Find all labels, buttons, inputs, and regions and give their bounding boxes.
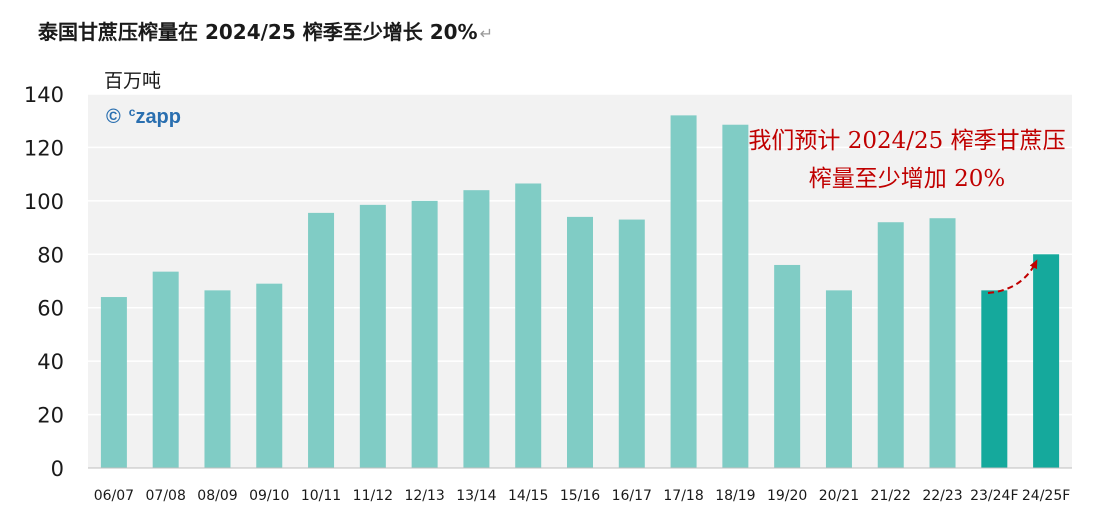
x-tick-label: 12/13 xyxy=(404,488,444,504)
x-tick-label: 19/20 xyxy=(767,488,807,504)
bar-12-13 xyxy=(411,200,438,468)
bar-21-22 xyxy=(877,222,904,468)
growth-arrow xyxy=(987,259,1038,294)
bar-22-23 xyxy=(929,218,956,468)
bar-20-21 xyxy=(825,290,852,468)
x-tick-label: 21/22 xyxy=(871,488,911,504)
x-tick-label: 18/19 xyxy=(715,488,755,504)
return-mark: ↵ xyxy=(479,24,493,43)
bar-11-12 xyxy=(359,204,386,468)
bar-10-11 xyxy=(308,212,335,468)
bar-07-08 xyxy=(152,271,179,468)
x-tick-label: 09/10 xyxy=(249,488,289,504)
y-tick-label: 140 xyxy=(24,83,64,107)
y-axis-unit: 百万吨 xyxy=(104,70,162,92)
bar-19-20 xyxy=(774,264,801,468)
x-tick-label: 20/21 xyxy=(819,488,859,504)
bar-18-19 xyxy=(722,124,749,468)
bar-16-17 xyxy=(618,219,645,468)
chart-title: 泰国甘蔗压榨量在 2024/25 榨季至少增长 20% ↵ xyxy=(38,16,493,45)
x-tick-label: 08/09 xyxy=(197,488,237,504)
logo-superscript: c xyxy=(128,105,136,119)
y-tick-label: 40 xyxy=(37,350,64,374)
czapp-logo: © czapp xyxy=(106,105,181,129)
y-tick-label: 0 xyxy=(51,457,64,481)
bar-14-15 xyxy=(515,183,542,468)
y-tick-label: 120 xyxy=(24,136,64,160)
x-tick-label: 10/11 xyxy=(301,488,341,504)
bar-08-09 xyxy=(204,290,231,468)
forecast-annotation: 我们预计 2024/25 榨季甘蔗压榨量至少增加 20% xyxy=(748,128,1066,192)
bar-17-18 xyxy=(670,115,697,468)
bar-15-16 xyxy=(567,216,593,468)
bar-13-14 xyxy=(463,190,490,468)
x-tick-label: 15/16 xyxy=(560,488,600,504)
x-tick-label: 13/14 xyxy=(456,488,496,504)
bar-06-07 xyxy=(100,297,127,468)
y-tick-label: 100 xyxy=(24,190,64,214)
y-tick-label: 60 xyxy=(37,297,64,321)
x-tick-label: 11/12 xyxy=(353,488,393,504)
chart-title-text: 泰国甘蔗压榨量在 2024/25 榨季至少增长 20% xyxy=(38,20,478,44)
copyright-icon: © xyxy=(106,106,121,128)
y-tick-label: 80 xyxy=(37,243,64,267)
x-tick-label: 06/07 xyxy=(94,488,134,504)
bar-09-10 xyxy=(256,283,283,468)
x-tick-label: 23/24F xyxy=(970,488,1018,504)
x-tick-label: 16/17 xyxy=(612,488,652,504)
x-tick-label: 17/18 xyxy=(663,488,703,504)
x-tick-label: 24/25F xyxy=(1022,488,1070,504)
x-tick-label: 14/15 xyxy=(508,488,548,504)
x-tick-label: 22/23 xyxy=(922,488,962,504)
logo-name: zapp xyxy=(135,106,181,128)
x-tick-label: 07/08 xyxy=(146,488,186,504)
bar-24-25F xyxy=(1033,254,1060,468)
y-tick-label: 20 xyxy=(37,404,64,428)
bar-23-24F xyxy=(981,290,1008,468)
